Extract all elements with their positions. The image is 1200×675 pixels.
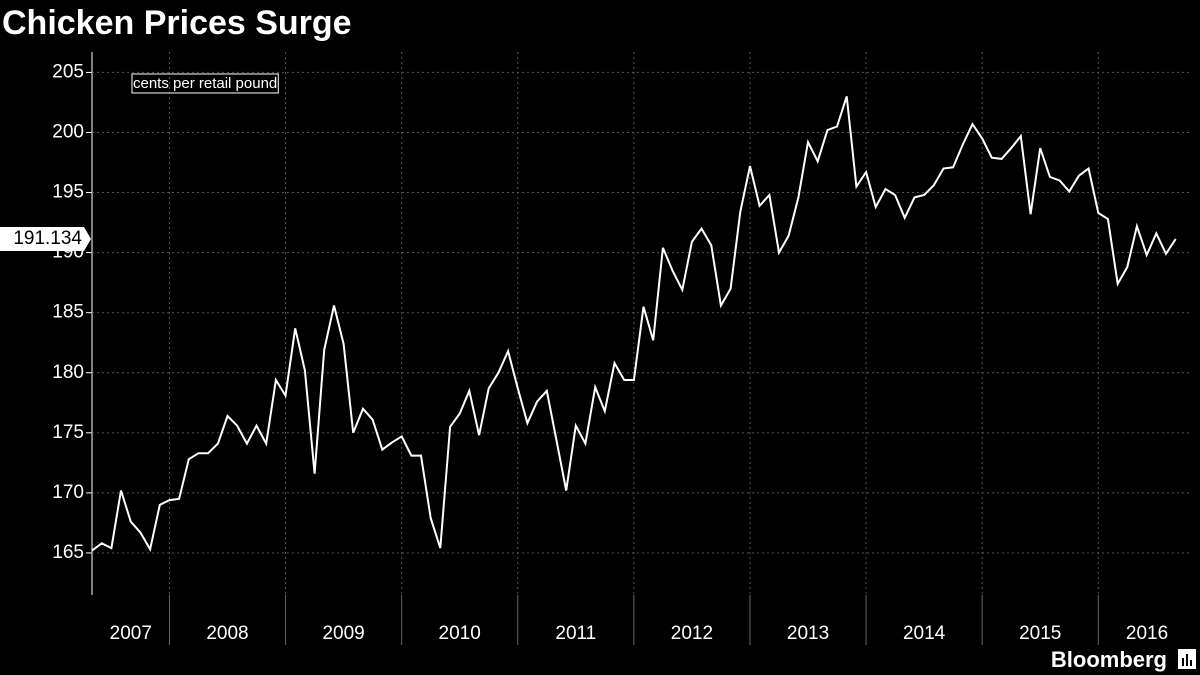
y-tick-label: 180 (52, 362, 84, 383)
x-tick-label: 2010 (439, 623, 481, 644)
price-line (91, 96, 1177, 553)
x-tick-label: 2013 (787, 623, 829, 644)
y-tick-label: 195 (52, 182, 84, 203)
x-tick-label: 2008 (206, 623, 248, 644)
source: Bloomberg (1051, 647, 1167, 672)
y-tick-label: 185 (52, 302, 84, 323)
annotation: cents per retail pound (133, 75, 277, 92)
y-tick-label: 205 (52, 61, 84, 82)
x-tick-label: 2011 (555, 623, 596, 644)
last-value-box (0, 226, 91, 251)
chart-title: Chicken Prices Surge (2, 4, 352, 42)
x-tick-label: 2015 (1019, 623, 1061, 644)
bloomberg-icon (1178, 649, 1196, 669)
last-value-label: 191.134 (13, 228, 82, 249)
annotation-box (131, 73, 279, 94)
y-tick-label: 165 (52, 542, 84, 563)
x-tick-label: 2012 (671, 623, 713, 644)
y-tick-label: 170 (52, 482, 84, 503)
x-tick-label: 2007 (110, 623, 152, 644)
x-tick-label: 2009 (322, 623, 364, 644)
x-tick-label: 2016 (1126, 623, 1168, 644)
x-tick-label: 2014 (903, 623, 946, 644)
y-tick-label: 175 (52, 422, 84, 443)
y-tick-label: 200 (52, 122, 84, 143)
